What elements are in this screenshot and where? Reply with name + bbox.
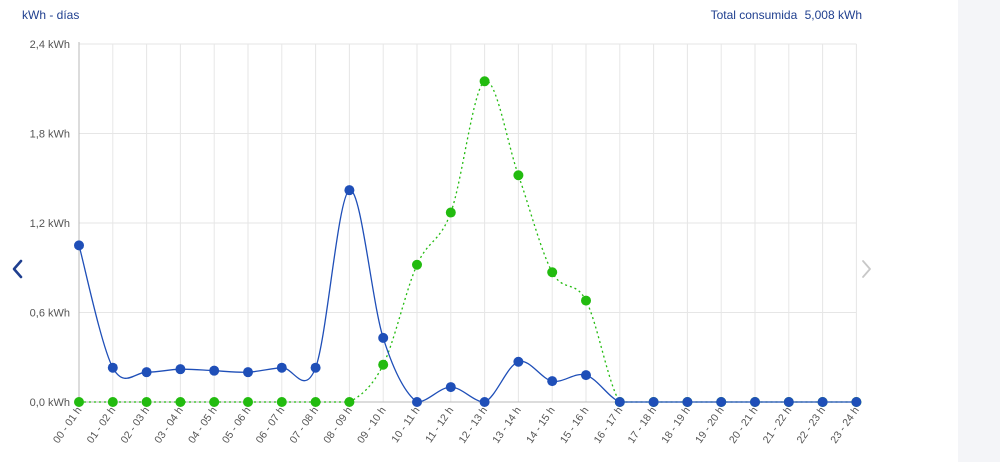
data-point[interactable] <box>74 240 84 251</box>
x-tick-label: 11 - 12 h <box>423 405 456 445</box>
right-side-panel <box>958 0 1000 462</box>
data-point[interactable] <box>682 397 693 407</box>
data-point[interactable] <box>581 295 591 306</box>
data-point[interactable] <box>378 359 389 370</box>
data-point[interactable] <box>513 356 524 367</box>
data-point[interactable] <box>141 397 152 407</box>
data-point[interactable] <box>175 397 186 407</box>
series-blue <box>74 185 862 407</box>
data-point[interactable] <box>141 367 152 378</box>
data-point[interactable] <box>614 397 625 407</box>
data-point[interactable] <box>513 170 524 181</box>
data-point[interactable] <box>750 397 760 407</box>
data-point[interactable] <box>547 376 558 387</box>
x-tick-label: 00 - 01 h <box>51 405 85 446</box>
x-tick-label: 23 - 24 h <box>828 405 862 446</box>
data-point[interactable] <box>209 397 220 407</box>
x-tick-label: 08 - 09 h <box>321 405 355 446</box>
chart-series <box>74 76 862 407</box>
x-tick-label: 20 - 21 h <box>727 405 761 446</box>
data-point[interactable] <box>243 367 253 378</box>
y-tick-label: 1,8 kWh <box>30 129 70 141</box>
y-tick-label: 1,2 kWh <box>30 218 70 230</box>
data-point[interactable] <box>547 267 558 278</box>
x-tick-label: 10 - 11 h <box>389 405 422 445</box>
data-point[interactable] <box>344 397 355 407</box>
x-tick-label: 14 - 15 h <box>524 405 558 446</box>
data-point[interactable] <box>276 397 287 407</box>
y-axis-ticks: 0,0 kWh 0,6 kWh 1,2 kWh 1,8 kWh 2,4 kWh <box>30 39 70 409</box>
data-point[interactable] <box>716 397 727 407</box>
chart-unit-label: kWh - días <box>22 8 80 22</box>
data-point[interactable] <box>276 362 287 373</box>
x-axis-ticks: 00 - 01 h 01 - 02 h 02 - 03 h 03 - 04 h 04 -… <box>51 405 862 446</box>
data-point[interactable] <box>175 364 186 375</box>
total-consumption: Total consumida 5,008 kWh <box>711 8 862 22</box>
chevron-left-icon <box>12 259 23 279</box>
x-tick-label: 22 - 23 h <box>794 405 828 446</box>
data-point[interactable] <box>344 185 355 196</box>
total-consumption-label: Total consumida <box>710 8 798 22</box>
x-tick-label: 16 - 17 h <box>592 405 626 446</box>
data-point[interactable] <box>445 207 456 218</box>
data-point[interactable] <box>445 382 456 393</box>
y-tick-label: 0,6 kWh <box>30 308 70 320</box>
data-point[interactable] <box>378 332 389 343</box>
data-point[interactable] <box>74 397 84 407</box>
x-tick-label: 17 - 18 h <box>625 405 659 446</box>
series-green <box>74 76 862 407</box>
data-point[interactable] <box>581 370 591 381</box>
next-day-button[interactable] <box>857 258 877 280</box>
x-tick-label: 18 - 19 h <box>659 405 693 446</box>
series-line <box>79 80 857 403</box>
x-tick-label: 02 - 03 h <box>118 405 152 446</box>
x-tick-label: 09 - 10 h <box>355 405 389 446</box>
x-tick-label: 05 - 06 h <box>220 405 254 446</box>
x-tick-label: 19 - 20 h <box>693 405 727 446</box>
x-tick-label: 07 - 08 h <box>287 405 321 446</box>
x-tick-label: 04 - 05 h <box>186 405 220 446</box>
data-point[interactable] <box>209 365 220 376</box>
data-point[interactable] <box>310 362 321 373</box>
data-point[interactable] <box>243 397 253 407</box>
data-point[interactable] <box>107 397 118 407</box>
data-point[interactable] <box>479 76 490 87</box>
data-point[interactable] <box>851 397 862 407</box>
x-tick-label: 13 - 14 h <box>490 405 524 446</box>
data-point[interactable] <box>412 397 422 407</box>
chevron-right-icon <box>862 260 871 278</box>
chart-grid <box>78 43 857 403</box>
x-tick-label: 21 - 22 h <box>761 405 795 446</box>
data-point[interactable] <box>648 397 659 407</box>
series-line <box>78 189 857 403</box>
y-tick-label: 0,0 kWh <box>30 397 70 409</box>
x-tick-label: 06 - 07 h <box>254 405 288 446</box>
x-tick-label: 12 - 13 h <box>456 405 490 446</box>
x-tick-label: 15 - 16 h <box>558 405 592 446</box>
previous-day-button[interactable] <box>8 258 28 280</box>
x-tick-label: 01 - 02 h <box>85 405 119 446</box>
x-tick-label: 03 - 04 h <box>152 405 186 446</box>
data-point[interactable] <box>817 397 828 407</box>
data-point[interactable] <box>479 397 490 407</box>
data-point[interactable] <box>310 397 321 407</box>
total-consumption-value: 5,008 kWh <box>804 8 862 22</box>
chart-axes <box>78 42 857 403</box>
y-tick-label: 2,4 kWh <box>30 39 70 51</box>
data-point[interactable] <box>412 259 422 270</box>
data-point[interactable] <box>107 362 118 373</box>
data-point[interactable] <box>783 397 794 407</box>
